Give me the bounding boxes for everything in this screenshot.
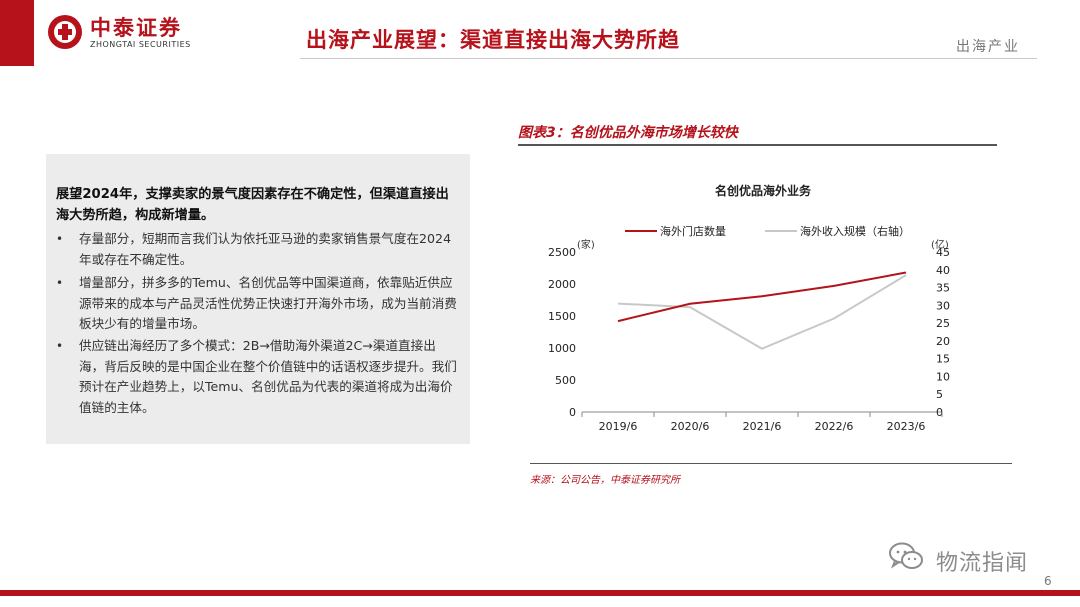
series-line-stores [617,271,907,323]
right-axis-tick-label: 15 [936,353,950,366]
left-axis-tick-label: 1000 [548,342,576,355]
bullet-text: 存量部分，短期而言我们认为依托亚马逊的卖家销售景气度在2024年或存在不确定性。 [79,231,452,267]
bullet-text: 增量部分，拼多多的Temu、名创优品等中国渠道商，依靠贴近供应源带来的成本与产品… [79,275,457,331]
figure-caption: 图表3：名创优品外海市场增长较快 [518,125,738,141]
right-axis-tick-label: 30 [936,299,950,312]
right-axis-tick-label: 0 [936,406,943,419]
logo-text-cn: 中泰证券 [90,16,182,40]
figure-bottom-rule [530,463,1012,464]
summary-bullet: • 供应链出海经历了多个模式：2B→借助海外渠道2C→渠道直接出海，背后反映的是… [56,336,460,418]
page-title: 出海产业展望：渠道直接出海大势所趋 [306,27,680,52]
left-axis-tick-label: 2000 [548,278,576,291]
right-axis-tick-label: 40 [936,264,950,277]
left-axis-tick-label: 2500 [548,246,576,259]
chart-title: 名创优品海外业务 [715,183,812,198]
x-axis-tick-label: 2019/6 [599,420,638,433]
logo-text-en: ZHONGTAI SECURITIES [90,40,191,49]
summary-bullet: • 增量部分，拼多多的Temu、名创优品等中国渠道商，依靠贴近供应源带来的成本与… [56,273,460,335]
logo-icon [48,15,82,49]
summary-panel [46,154,470,444]
figure-source: 来源：公司公告，中泰证券研究所 [530,475,680,486]
summary-bullet: • 存量部分，短期而言我们认为依托亚马逊的卖家销售景气度在2024年或存在不确定… [56,229,460,270]
bullet-marker: • [56,232,64,246]
series-line-revenue [617,274,907,350]
right-axis-tick-label: 35 [936,282,950,295]
section-label: 出海产业 [956,39,1020,55]
right-axis-tick-label: 45 [936,246,950,259]
header-divider [300,58,1037,59]
header-brand-stripe [0,0,34,66]
right-axis-tick-label: 10 [936,370,950,383]
left-axis-unit: (家) [577,238,595,251]
legend-label-revenue: 海外收入规模（右轴） [800,224,910,238]
x-axis-tick-label: 2023/6 [887,420,926,433]
overseas-business-chart: 名创优品海外业务 海外门店数量 海外收入规模（右轴） (家) (亿) 0 500 1… [548,183,950,433]
right-axis-tick-label: 25 [936,317,950,330]
footer-bar [0,590,1080,596]
summary-lead: 展望2024年，支撑卖家的景气度因素存在不确定性，但渠道直接出海大势所趋，构成新… [56,187,449,223]
right-axis-tick-label: 5 [936,388,943,401]
x-axis-tick-label: 2020/6 [671,420,710,433]
wechat-icon [889,542,923,569]
figure-caption-rule [518,144,997,146]
page-number: 6 [1044,574,1052,588]
legend-label-stores: 海外门店数量 [660,224,726,238]
right-axis-tick-label: 20 [936,335,950,348]
watermark-text: 物流指闻 [936,551,1029,576]
bullet-marker: • [56,276,64,290]
left-axis-tick-label: 500 [555,374,576,387]
right-axis-unit: (亿) [931,238,949,251]
x-axis-tick-label: 2021/6 [743,420,782,433]
left-axis-tick-label: 1500 [548,310,576,323]
bullet-marker: • [56,339,64,353]
bullet-text: 供应链出海经历了多个模式：2B→借助海外渠道2C→渠道直接出海，背后反映的是中国… [79,338,457,415]
x-axis-tick-label: 2022/6 [815,420,854,433]
left-axis-tick-label: 0 [569,406,576,419]
